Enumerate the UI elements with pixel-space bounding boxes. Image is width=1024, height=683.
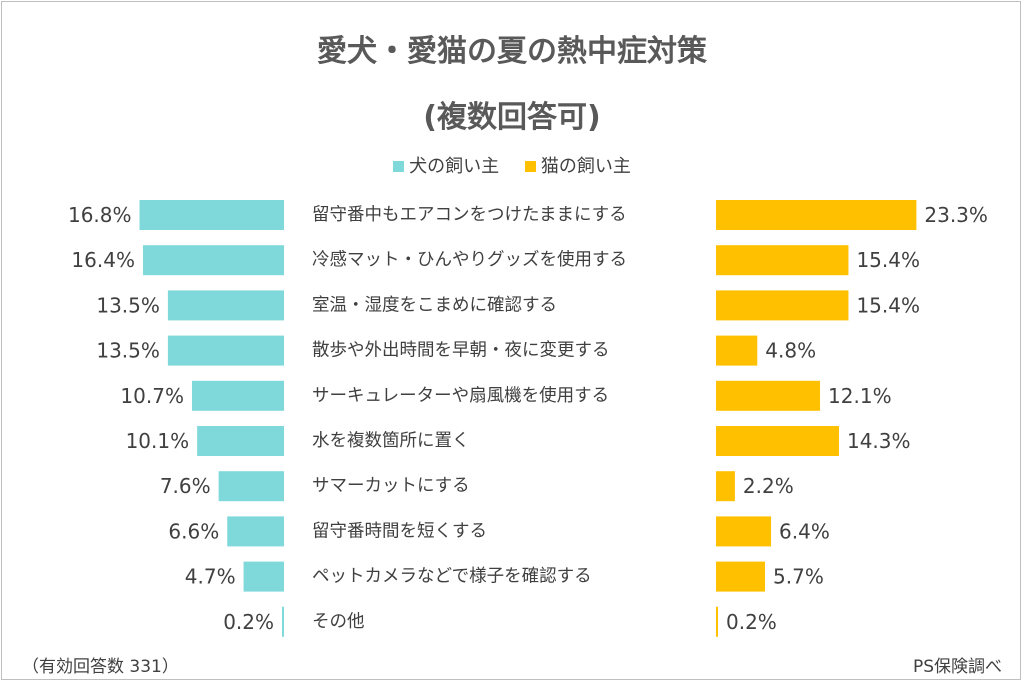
data-label-cat: 6.4% [779, 519, 830, 543]
chart-subtitle: (複数回答可) [423, 100, 601, 135]
bar-dog [142, 245, 284, 276]
legend-item-cat: 猫の飼い主 [524, 152, 631, 178]
category-label: サマーカットにする [312, 476, 470, 496]
data-label-cat: 5.7% [773, 565, 824, 589]
data-label-dog: 16.4% [71, 248, 135, 272]
source-note: PS保険調べ [912, 657, 1002, 677]
category-label: 室温・湿度をこまめに確認する [312, 295, 557, 315]
data-label-cat: 2.2% [743, 474, 794, 498]
bar-cat [716, 606, 718, 637]
bar-cat [716, 561, 766, 592]
data-label-dog: 13.5% [96, 339, 160, 363]
category-label: その他 [312, 612, 365, 632]
bar-cat [716, 290, 849, 321]
bar-cat [716, 335, 758, 366]
legend-swatch-cat [524, 161, 536, 172]
legend-swatch-dog [393, 161, 405, 172]
data-label-dog: 6.6% [168, 519, 219, 543]
bar-cat [716, 426, 839, 456]
data-label-cat: 15.4% [856, 293, 920, 317]
data-label-cat: 0.2% [726, 610, 777, 634]
category-label: サーキュレーターや扇風機を使用する [312, 385, 609, 406]
bar-dog [197, 426, 284, 456]
data-label-dog: 4.7% [185, 565, 236, 589]
bar-cat [716, 200, 917, 230]
data-label-cat: 4.8% [765, 339, 816, 363]
data-label-cat: 23.3% [924, 203, 988, 227]
category-label: 留守番時間を短くする [312, 521, 487, 541]
legend-label-cat: 猫の飼い主 [540, 156, 631, 177]
category-label: 散歩や外出時間を早朝・夜に変更する [312, 341, 610, 361]
bar-dog [167, 290, 284, 321]
category-label: 留守番中もエアコンをつけたままにする [312, 205, 627, 225]
bar-dog [282, 606, 284, 637]
legend: 犬の飼い主 猫の飼い主 [0, 152, 1024, 178]
bar-cat [716, 380, 821, 411]
data-label-dog: 10.7% [120, 384, 184, 408]
bar-dog [227, 516, 284, 547]
category-label: 冷感マット・ひんやりグッズを使用する [312, 249, 627, 270]
data-label-cat: 15.4% [856, 248, 920, 272]
category-label: 水を複数箇所に置く [312, 431, 470, 451]
data-label-dog: 7.6% [160, 474, 211, 498]
chart-title: 愛犬・愛猫の夏の熱中症対策 [317, 34, 707, 69]
data-label-cat: 12.1% [828, 384, 892, 408]
category-label: ペットカメラなどで様子を確認する [312, 567, 592, 587]
legend-item-dog: 犬の飼い主 [393, 152, 499, 178]
bar-dog [167, 335, 284, 366]
sample-size-note: （有効回答数 331） [22, 657, 179, 677]
data-label-cat: 14.3% [847, 429, 911, 453]
bar-dog [243, 561, 284, 592]
legend-label-dog: 犬の飼い主 [409, 156, 500, 177]
data-label-dog: 16.8% [68, 203, 132, 227]
data-label-dog: 0.2% [223, 610, 274, 634]
bar-dog [218, 471, 284, 502]
data-label-dog: 13.5% [96, 293, 160, 317]
data-label-dog: 10.1% [126, 429, 190, 453]
bar-cat [716, 471, 735, 502]
bar-cat [716, 516, 772, 547]
bar-dog [139, 200, 284, 230]
bar-cat [716, 245, 849, 276]
bar-dog [191, 380, 284, 411]
